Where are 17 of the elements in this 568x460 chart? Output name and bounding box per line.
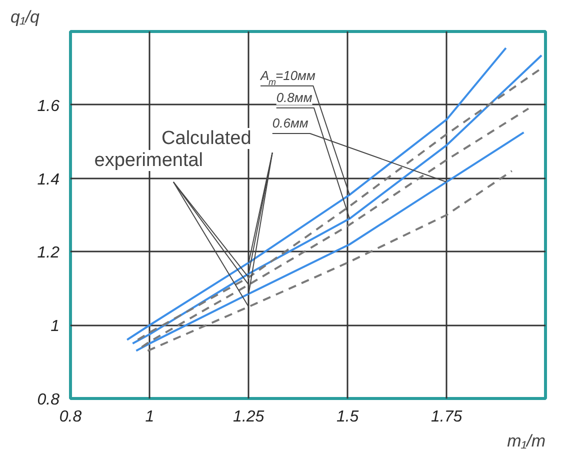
annotation: 0.6мм (272, 116, 308, 131)
y-axis-title: q₁/q (10, 8, 40, 26)
y-tick-label: 1 (50, 318, 60, 336)
y-tick-label: 0.8 (37, 392, 60, 408)
x-tick-label: 1.75 (430, 408, 462, 426)
x-tick-label: 1.25 (233, 408, 264, 426)
y-tick-label: 1.2 (37, 244, 60, 262)
x-axis-title: m₁/m (507, 432, 546, 450)
annotation: 0.8мм (276, 90, 312, 105)
y-tick-label: 1.4 (37, 171, 60, 188)
x-tick-label: 0.8 (59, 408, 82, 426)
annotation: experimental (94, 150, 204, 171)
annotation: Calculated (162, 128, 252, 149)
x-tick-label: 1.5 (336, 408, 359, 426)
line-series (146, 170, 513, 352)
y-tick-label: 1.6 (37, 98, 60, 115)
x-tick-label: 1 (145, 408, 154, 426)
